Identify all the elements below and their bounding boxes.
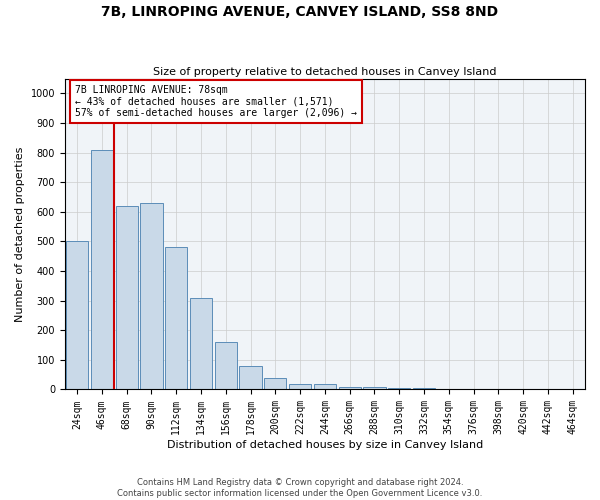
Bar (165, 248, 187, 390)
Bar (91, 150, 113, 390)
Bar (437, 388, 460, 390)
Bar (190, 298, 212, 390)
Text: Contains HM Land Registry data © Crown copyright and database right 2024.
Contai: Contains HM Land Registry data © Crown c… (118, 478, 482, 498)
Text: 7B, LINROPING AVENUE, CANVEY ISLAND, SS8 8ND: 7B, LINROPING AVENUE, CANVEY ISLAND, SS8… (101, 5, 499, 19)
Bar (388, 388, 410, 390)
Bar (338, 386, 361, 390)
Bar (463, 389, 485, 390)
X-axis label: Distribution of detached houses by size in Canvey Island: Distribution of detached houses by size … (167, 440, 483, 450)
Bar (487, 389, 509, 390)
Bar (140, 203, 163, 390)
Bar (215, 342, 237, 390)
Text: 7B LINROPING AVENUE: 78sqm
← 43% of detached houses are smaller (1,571)
57% of s: 7B LINROPING AVENUE: 78sqm ← 43% of deta… (75, 85, 357, 118)
Bar (239, 366, 262, 390)
Title: Size of property relative to detached houses in Canvey Island: Size of property relative to detached ho… (153, 66, 497, 76)
Bar (264, 378, 286, 390)
Bar (116, 206, 138, 390)
Bar (289, 384, 311, 390)
Bar (413, 388, 435, 390)
Bar (314, 384, 336, 390)
Bar (66, 242, 88, 390)
Bar (363, 387, 386, 390)
Y-axis label: Number of detached properties: Number of detached properties (15, 146, 25, 322)
